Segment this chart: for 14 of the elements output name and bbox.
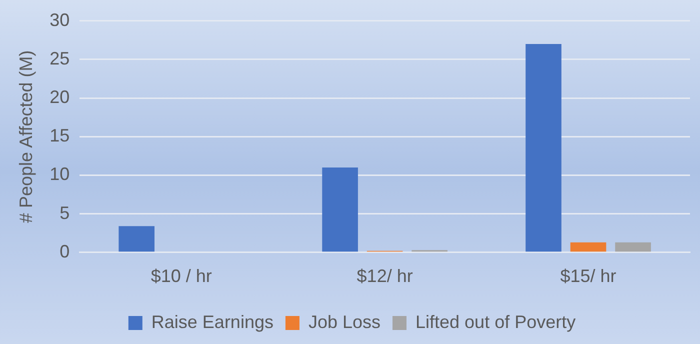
y-tick-label: 5 [60, 202, 70, 223]
x-tick-label: $12/ hr [356, 266, 413, 286]
x-tick-label: $10 / hr [150, 266, 212, 286]
legend-label: Lifted out of Poverty [416, 312, 576, 332]
y-tick-label: 30 [50, 10, 70, 30]
legend-label: Job Loss [308, 312, 381, 332]
x-tick-label: $15/ hr [560, 266, 616, 286]
y-tick-label: 25 [50, 48, 70, 68]
legend-label: Raise Earnings [151, 312, 274, 332]
y-tick-label: 10 [50, 164, 70, 184]
y-tick-label: 20 [50, 86, 70, 107]
y-tick-label: 15 [50, 126, 70, 146]
y-tick-label: 0 [60, 241, 70, 262]
y-axis-title: # People Affected (M) [16, 50, 36, 223]
